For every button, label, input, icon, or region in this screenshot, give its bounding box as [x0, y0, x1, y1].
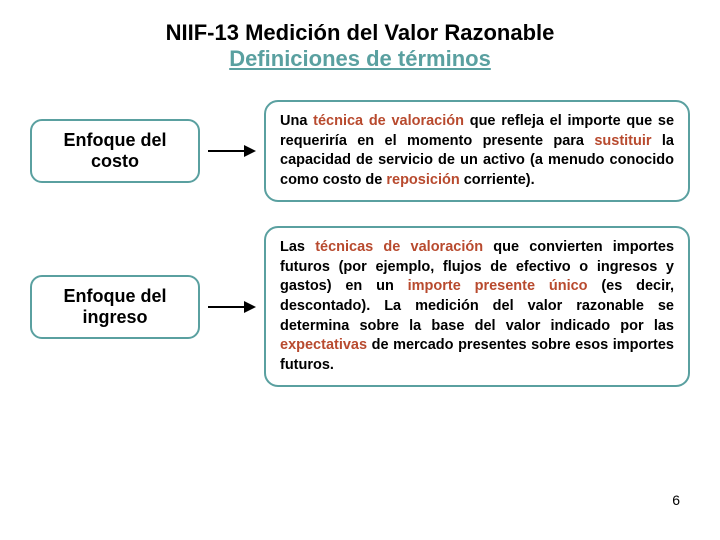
- definition-text: Una técnica de valoración que refleja el…: [264, 100, 690, 202]
- title-line2: Definiciones de términos: [30, 46, 690, 72]
- rows-container: Enfoque del costo Una técnica de valoraci…: [30, 100, 690, 387]
- page-number: 6: [672, 492, 680, 508]
- definition-text: Las técnicas de valoración que convierte…: [264, 226, 690, 387]
- definition-row: Enfoque del ingreso Las técnicas de valor…: [30, 226, 690, 387]
- approach-label: Enfoque del costo: [30, 119, 200, 183]
- definition-row: Enfoque del costo Una técnica de valoraci…: [30, 100, 690, 202]
- arrow-icon: [208, 141, 256, 161]
- arrow-icon: [208, 297, 256, 317]
- approach-label: Enfoque del ingreso: [30, 275, 200, 339]
- slide: NIIF-13 Medición del Valor Razonable Def…: [0, 0, 720, 540]
- title-block: NIIF-13 Medición del Valor Razonable Def…: [30, 20, 690, 72]
- title-line1: NIIF-13 Medición del Valor Razonable: [30, 20, 690, 46]
